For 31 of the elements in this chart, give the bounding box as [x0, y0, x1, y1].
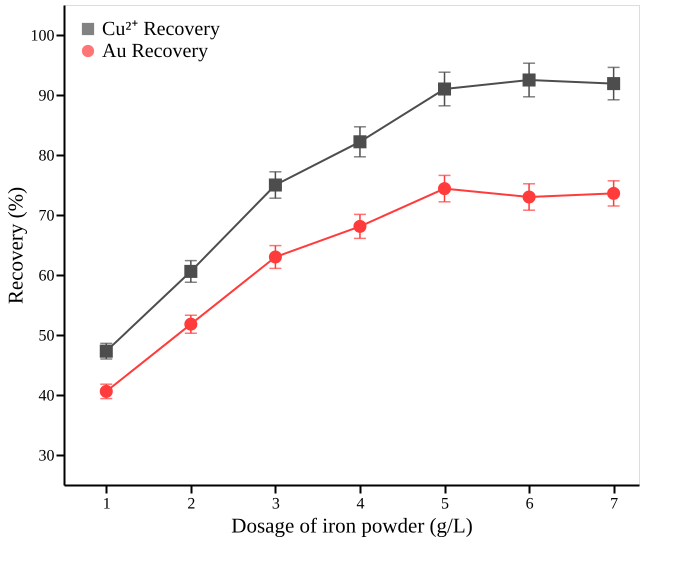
- x-tick-label: 1: [102, 496, 111, 512]
- y-axis-title: Recovery (%): [4, 186, 28, 304]
- legend-label: Au Recovery: [102, 40, 208, 62]
- legend-label: Cu²⁺ Recovery: [102, 18, 220, 40]
- point: [184, 318, 198, 331]
- point: [353, 135, 366, 148]
- y-tick-label: 90: [38, 88, 54, 104]
- x-tick-label: 3: [272, 496, 280, 512]
- point: [607, 186, 620, 200]
- point: [353, 220, 366, 233]
- y-tick-label: 70: [38, 208, 54, 224]
- y-tick-label: 30: [38, 448, 54, 464]
- point: [268, 178, 282, 192]
- point: [438, 182, 452, 196]
- point: [438, 82, 452, 96]
- y-tick-label: 60: [38, 268, 54, 284]
- point: [522, 73, 536, 87]
- x-axis-title: Dosage of iron powder (g/L): [231, 514, 473, 538]
- point: [522, 190, 536, 204]
- x-tick-label: 2: [187, 496, 196, 512]
- point: [268, 250, 282, 264]
- x-tick-label: 6: [526, 496, 534, 512]
- y-tick-label: 40: [38, 388, 54, 404]
- x-tick-label: 7: [610, 496, 618, 512]
- y-tick-label: 100: [30, 28, 54, 44]
- point: [184, 264, 198, 278]
- point: [607, 77, 620, 90]
- y-tick-label: 50: [38, 328, 54, 344]
- y-tick-label: 80: [38, 148, 54, 164]
- x-tick-label: 5: [441, 496, 450, 512]
- x-tick-label: 4: [356, 496, 364, 512]
